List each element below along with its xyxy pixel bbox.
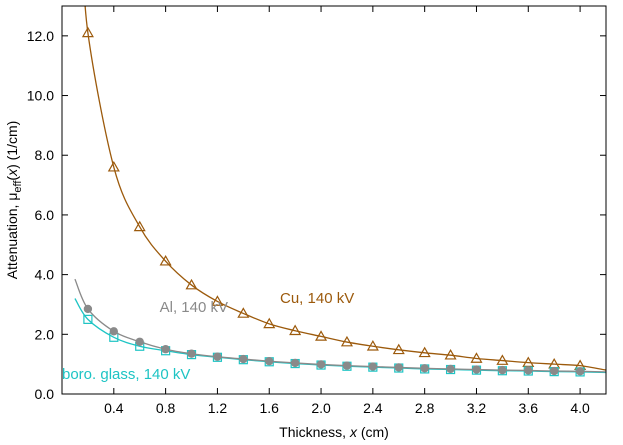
x-tick-label: 0.4: [104, 400, 124, 416]
plot-frame: [61, 5, 607, 395]
data-point: [185, 278, 198, 290]
fit-curve: [74, 278, 606, 373]
x-tick-label: 2.8: [415, 400, 435, 416]
data-point: [498, 365, 507, 375]
data-point: [159, 254, 172, 266]
y-tick-label: 8.0: [35, 147, 55, 163]
data-point: [107, 160, 120, 172]
data-point: [418, 346, 431, 358]
y-axis-label: Attenuation, μeff(x) (1/cm): [4, 121, 24, 280]
data-point: [340, 335, 353, 347]
data-point: [470, 352, 483, 363]
data-point: [342, 361, 352, 370]
data-point: [289, 324, 302, 336]
data-point: [472, 365, 481, 374]
data-point: [446, 364, 455, 374]
series-label: boro. glass, 140 kV: [62, 366, 190, 383]
data-point: [575, 367, 585, 376]
data-point: [83, 314, 93, 324]
data-point: [368, 362, 378, 371]
y-tick-label: 10.0: [27, 88, 54, 104]
data-point: [265, 356, 274, 366]
data-point: [135, 337, 144, 346]
x-tick-label: 2.4: [363, 400, 383, 416]
x-tick-label: 0.8: [156, 400, 176, 416]
data-point: [83, 304, 93, 314]
y-tick-label: 6.0: [35, 207, 55, 223]
data-point: [187, 349, 196, 358]
data-point: [290, 358, 300, 368]
data-point: [496, 354, 509, 365]
x-tick-label: 4.0: [570, 400, 590, 416]
series-square-open: [74, 298, 606, 377]
y-tick-label: 2.0: [35, 326, 55, 342]
data-point: [81, 26, 94, 38]
y-tick-label: 12.0: [27, 28, 54, 44]
data-point: [420, 364, 429, 373]
x-tick-label: 3.6: [519, 400, 539, 416]
data-point: [392, 343, 405, 355]
series-circle-filled: [74, 278, 606, 376]
x-tick-label: 1.6: [260, 400, 280, 416]
series-layer: [74, 6, 606, 377]
x-tick-label: 1.2: [208, 400, 228, 416]
data-point: [239, 354, 248, 364]
series-label: Cu, 140 kV: [280, 290, 354, 307]
y-tick-label: 0.0: [35, 386, 55, 402]
data-point: [237, 307, 250, 318]
data-point: [161, 345, 170, 354]
data-point: [444, 348, 457, 360]
x-axis-label: Thickness, x (cm): [279, 424, 389, 440]
data-point: [316, 360, 326, 369]
tick-layer: [62, 6, 606, 395]
label-layer: 0.4 0.8 1.2 1.6 2.0 2.4 2.8 3.2 3.6 4.0 0.0 2.0 4.0 6…: [27, 28, 590, 416]
data-point: [213, 352, 222, 361]
data-point: [524, 366, 533, 375]
x-tick-label: 2.0: [311, 400, 331, 416]
data-point: [133, 220, 146, 232]
data-point: [366, 340, 379, 351]
series-triangle-open: [81, 6, 606, 371]
data-point: [549, 366, 559, 376]
data-point: [394, 363, 403, 372]
x-tick-label: 3.2: [467, 400, 487, 416]
y-tick-label: 4.0: [35, 267, 55, 283]
data-point: [109, 327, 119, 336]
series-label: Al, 140 kV: [160, 299, 228, 316]
fit-curve: [84, 6, 606, 371]
data-point: [263, 317, 276, 329]
data-point: [211, 295, 224, 306]
data-point: [315, 330, 328, 341]
